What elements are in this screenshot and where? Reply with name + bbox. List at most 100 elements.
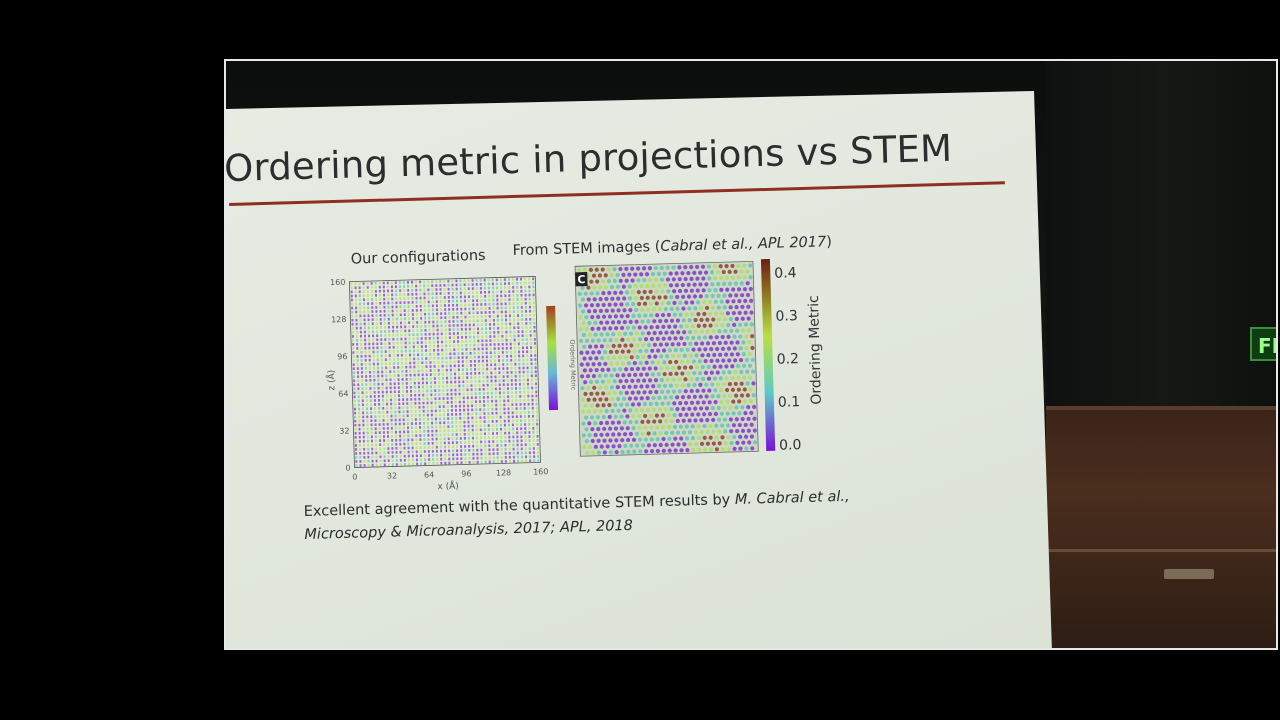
atom-dot — [504, 294, 507, 298]
atom-dot — [357, 391, 360, 395]
atom-dot — [535, 394, 538, 398]
atom-dot — [419, 458, 423, 462]
atom-dot — [360, 350, 363, 354]
atom-dot — [357, 399, 360, 403]
atom-dot — [355, 452, 358, 455]
stem-atom-dot — [627, 396, 633, 401]
stem-atom-dot — [707, 412, 713, 417]
atom-dot — [419, 304, 422, 308]
atom-dot — [393, 362, 396, 365]
stem-atom-dot — [749, 422, 754, 427]
stem-atom-dot — [683, 389, 688, 394]
atom-dot — [535, 406, 538, 410]
atom-dot — [435, 421, 438, 425]
stem-atom-dot — [581, 332, 586, 338]
stem-atom-dot — [735, 328, 740, 333]
atom-dot — [512, 310, 515, 313]
atom-dot — [359, 452, 362, 455]
stem-atom-dot — [708, 311, 713, 316]
stem-atom-dot — [610, 320, 616, 325]
atom-dot — [371, 302, 374, 305]
atom-dot — [497, 335, 500, 338]
stem-atom-dot — [589, 391, 594, 396]
atom-dot — [532, 439, 535, 442]
stem-atom-dot — [632, 449, 637, 454]
atom-dot — [459, 416, 462, 420]
atom-dot — [460, 327, 463, 331]
stem-atom-dot — [706, 264, 711, 269]
stem-atom-dot — [577, 291, 582, 296]
atom-dot — [496, 314, 499, 318]
atom-dot — [367, 314, 370, 318]
atom-dot — [438, 397, 441, 400]
atom-dot — [493, 331, 496, 334]
atom-dot — [419, 300, 422, 304]
stem-atom-dot — [639, 295, 644, 301]
atom-dot — [423, 296, 426, 300]
atom-dot — [530, 362, 533, 366]
stem-atom-dot — [592, 285, 597, 290]
atom-dot — [366, 286, 369, 289]
stem-atom-dot — [751, 369, 756, 374]
atom-dot — [365, 379, 368, 382]
stem-atom-dot — [648, 301, 654, 306]
atom-dot — [537, 455, 540, 458]
atom-dot — [508, 298, 511, 301]
atom-dot — [427, 425, 430, 429]
atom-dot — [531, 406, 534, 410]
atom-dot — [379, 439, 382, 443]
atom-dot — [366, 419, 369, 423]
atom-dot — [381, 370, 384, 374]
stem-atom-dot — [655, 313, 660, 318]
atom-dot — [421, 381, 424, 385]
atom-dot — [409, 390, 413, 393]
stem-atom-dot — [657, 283, 662, 288]
atom-dot — [364, 338, 367, 342]
atom-dot — [518, 366, 521, 370]
stem-atom-dot — [596, 438, 601, 443]
atom-dot — [532, 418, 535, 422]
atom-dot — [415, 446, 418, 450]
atom-dot — [497, 322, 500, 326]
atom-dot — [464, 315, 467, 319]
atom-dot — [471, 291, 474, 294]
stem-atom-dot — [581, 309, 586, 314]
stem-atom-dot — [616, 296, 621, 301]
atom-dot — [372, 338, 375, 342]
atom-dot — [381, 382, 384, 386]
atom-dot — [404, 341, 407, 345]
stem-atom-dot — [697, 370, 703, 376]
body-author: M. Cabral et al., — [734, 488, 850, 508]
atom-dot — [417, 357, 420, 361]
stem-atom-dot — [593, 432, 598, 438]
atom-dot — [409, 373, 412, 377]
atom-dot — [366, 431, 369, 435]
stem-atom-dot — [735, 352, 740, 357]
stem-atom-dot — [643, 313, 648, 318]
atom-dot — [504, 460, 507, 463]
atom-dot — [378, 423, 381, 426]
atom-dot — [455, 283, 458, 287]
stem-atom-dot — [690, 323, 695, 329]
stem-atom-dot — [725, 287, 730, 292]
atom-dot — [415, 313, 418, 316]
atom-dot — [408, 333, 411, 337]
atom-dot — [447, 304, 451, 307]
atom-dot — [503, 415, 506, 419]
atom-dot — [413, 365, 416, 369]
atom-dot — [366, 407, 369, 411]
atom-dot — [426, 385, 429, 389]
atom-dot — [483, 286, 486, 290]
stem-atom-dot — [672, 424, 678, 429]
stem-atom-dot — [606, 267, 611, 272]
stem-atom-dot — [664, 442, 669, 447]
atom-dot — [410, 280, 414, 284]
atom-dot — [457, 356, 460, 359]
atom-dot — [414, 397, 417, 401]
atom-dot — [384, 362, 388, 366]
atom-dot — [483, 278, 486, 282]
atom-dot — [445, 344, 448, 348]
atom-dot — [485, 327, 488, 330]
atom-dot — [433, 373, 436, 376]
atom-dot — [459, 441, 462, 444]
